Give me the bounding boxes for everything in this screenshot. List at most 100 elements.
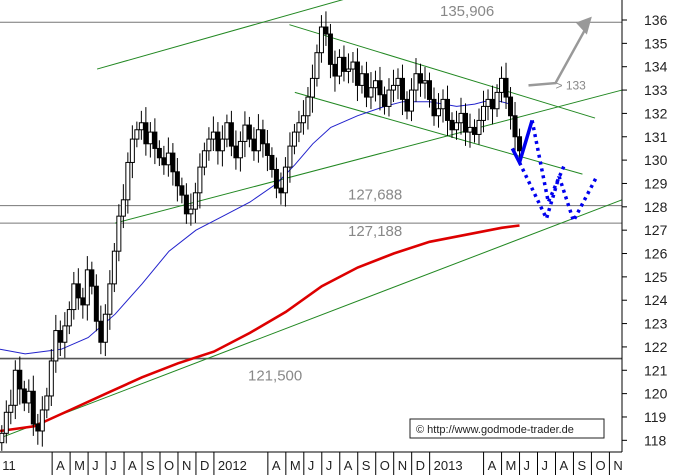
candle-body (242, 124, 248, 142)
candle-body (463, 112, 469, 133)
candle-body (485, 98, 491, 107)
x-tick-label: 2012 (218, 458, 247, 473)
level-label: 127,188 (348, 223, 402, 240)
candle-body (26, 390, 32, 404)
candle-body (458, 112, 464, 124)
candle-body (170, 152, 176, 173)
price-candles (0, 11, 523, 451)
candle-body (508, 96, 514, 117)
candle-body (156, 147, 162, 159)
x-tick-label: S (362, 458, 371, 473)
x-tick-label: O (164, 458, 174, 473)
x-tick-label: J (524, 458, 531, 473)
x-tick-label: N (182, 458, 191, 473)
x-tick-label: A (272, 458, 281, 473)
level-label: 127,688 (348, 187, 402, 204)
y-tick-label: 128 (644, 199, 668, 215)
candle-body (476, 119, 482, 135)
y-tick-label: 132 (644, 105, 668, 121)
candle-body (278, 187, 284, 194)
candle-body (102, 313, 108, 343)
x-tick-label: D (200, 458, 209, 473)
x-tick-label: A (488, 458, 497, 473)
candle-body (481, 105, 487, 121)
x-tick-label: S (146, 458, 155, 473)
candle-body (354, 61, 360, 86)
candle-body (300, 115, 306, 124)
candle-body (422, 80, 428, 84)
forecast-projection (510, 119, 599, 223)
candle-body (404, 98, 410, 112)
moving-average-line (0, 224, 520, 433)
x-tick-label: A (344, 458, 353, 473)
candle-body (224, 122, 230, 140)
candle-body (30, 390, 36, 425)
candle-body (336, 56, 342, 77)
candle-body (116, 215, 122, 252)
y-axis: 118 119 120 121 122 123 124 125 126 127 128 129 130 1… (621, 0, 668, 452)
y-tick-label: 123 (644, 316, 668, 332)
x-axis: 11 A M J J A S O N D 2012 A M J J A S O N D 2013 A M J J A S O N (0, 451, 623, 475)
candle-body (363, 73, 369, 98)
candle-body (174, 171, 180, 187)
x-tick-label: J (92, 458, 99, 473)
candle-body (350, 61, 356, 70)
trend-line (96, 0, 344, 70)
y-tick-label: 133 (644, 82, 668, 98)
y-tick-label: 134 (644, 59, 668, 75)
candle-body (201, 150, 207, 168)
candle-body (426, 80, 432, 100)
trend-line (0, 199, 623, 439)
candle-body (345, 68, 351, 72)
y-tick-label: 121 (644, 362, 668, 378)
level-label: 135,906 (440, 3, 494, 20)
candle-body (120, 199, 126, 217)
candle-body (35, 423, 41, 432)
candle-body (138, 122, 144, 131)
candle-body (449, 119, 455, 131)
trend-line (289, 24, 596, 119)
y-tick-label: 127 (644, 222, 668, 238)
x-tick-label: M (74, 458, 85, 473)
y-tick-label: 130 (644, 152, 668, 168)
candle-body (192, 192, 198, 210)
y-tick-label: 125 (644, 269, 668, 285)
candle-body (291, 131, 297, 147)
x-tick-label: M (290, 458, 301, 473)
candle-body (467, 126, 473, 133)
candle-body (89, 269, 95, 287)
x-tick-label: 2013 (434, 458, 463, 473)
x-tick-label: 11 (2, 458, 16, 473)
x-tick-label: A (56, 458, 65, 473)
candle-body (107, 283, 113, 315)
candle-body (165, 152, 171, 166)
candle-body (381, 94, 387, 107)
x-tick-label: O (380, 458, 390, 473)
candle-body (517, 136, 523, 152)
candle-body (210, 131, 216, 140)
candle-body (8, 404, 14, 413)
candle-body (219, 138, 225, 152)
x-tick-label: O (595, 458, 605, 473)
x-tick-label: M (506, 458, 517, 473)
candle-body (53, 330, 59, 362)
candle-body (75, 283, 81, 299)
candle-body (197, 166, 203, 194)
candle-body (125, 161, 131, 201)
y-tick-label: 126 (644, 246, 668, 262)
candle-body (454, 122, 460, 131)
candle-body (111, 250, 117, 285)
candle-body (255, 129, 261, 152)
candle-body (490, 98, 496, 110)
y-tick-label: 129 (644, 175, 668, 191)
candle-body (39, 409, 45, 432)
candle-body (494, 91, 500, 110)
y-tick-label: 118 (644, 432, 667, 448)
trend-channel-lines (0, 0, 623, 439)
candle-body (390, 84, 396, 91)
candle-body (143, 122, 149, 145)
candle-body (147, 131, 153, 145)
trend-line (294, 91, 583, 175)
candle-body (399, 77, 405, 100)
candle-body (233, 145, 239, 159)
